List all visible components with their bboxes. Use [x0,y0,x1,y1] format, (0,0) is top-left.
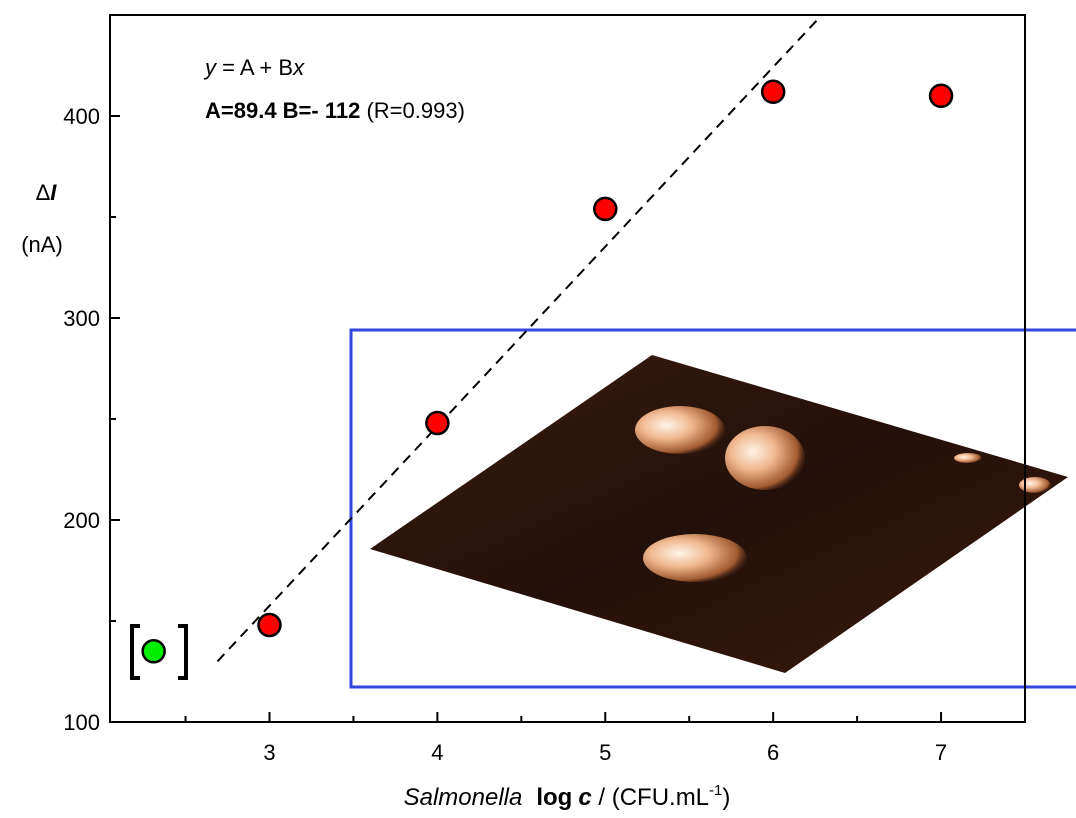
data-point [930,85,952,107]
afm-cell [1019,477,1051,493]
data-point [426,412,448,434]
afm-cell [635,406,725,454]
x-tick-label: 3 [263,740,275,765]
y-tick-label: 300 [63,306,100,331]
data-point [258,614,280,636]
data-point [143,640,165,662]
inset [351,330,1076,687]
equation: y = A + Bx [203,55,305,80]
chart: y = A + Bx A=89.4 B=- 112 (R=0.993) ΔI (… [0,0,1076,818]
y-axis-label: ΔI [36,180,58,205]
y-tick-label: 100 [63,710,100,735]
y-tick-label: 400 [63,104,100,129]
x-tick-label: 7 [935,740,947,765]
y-axis-unit: (nA) [21,232,63,257]
fit-params: A=89.4 B=- 112 (R=0.993) [205,98,465,123]
data-point [762,81,784,103]
afm-cell [954,453,982,463]
afm-cell [643,534,747,582]
afm-surface [370,355,1068,673]
x-tick-label: 6 [767,740,779,765]
x-tick-label: 5 [599,740,611,765]
data-point [594,198,616,220]
afm-cell [725,426,805,490]
y-tick-label: 200 [63,508,100,533]
x-tick-label: 4 [431,740,443,765]
